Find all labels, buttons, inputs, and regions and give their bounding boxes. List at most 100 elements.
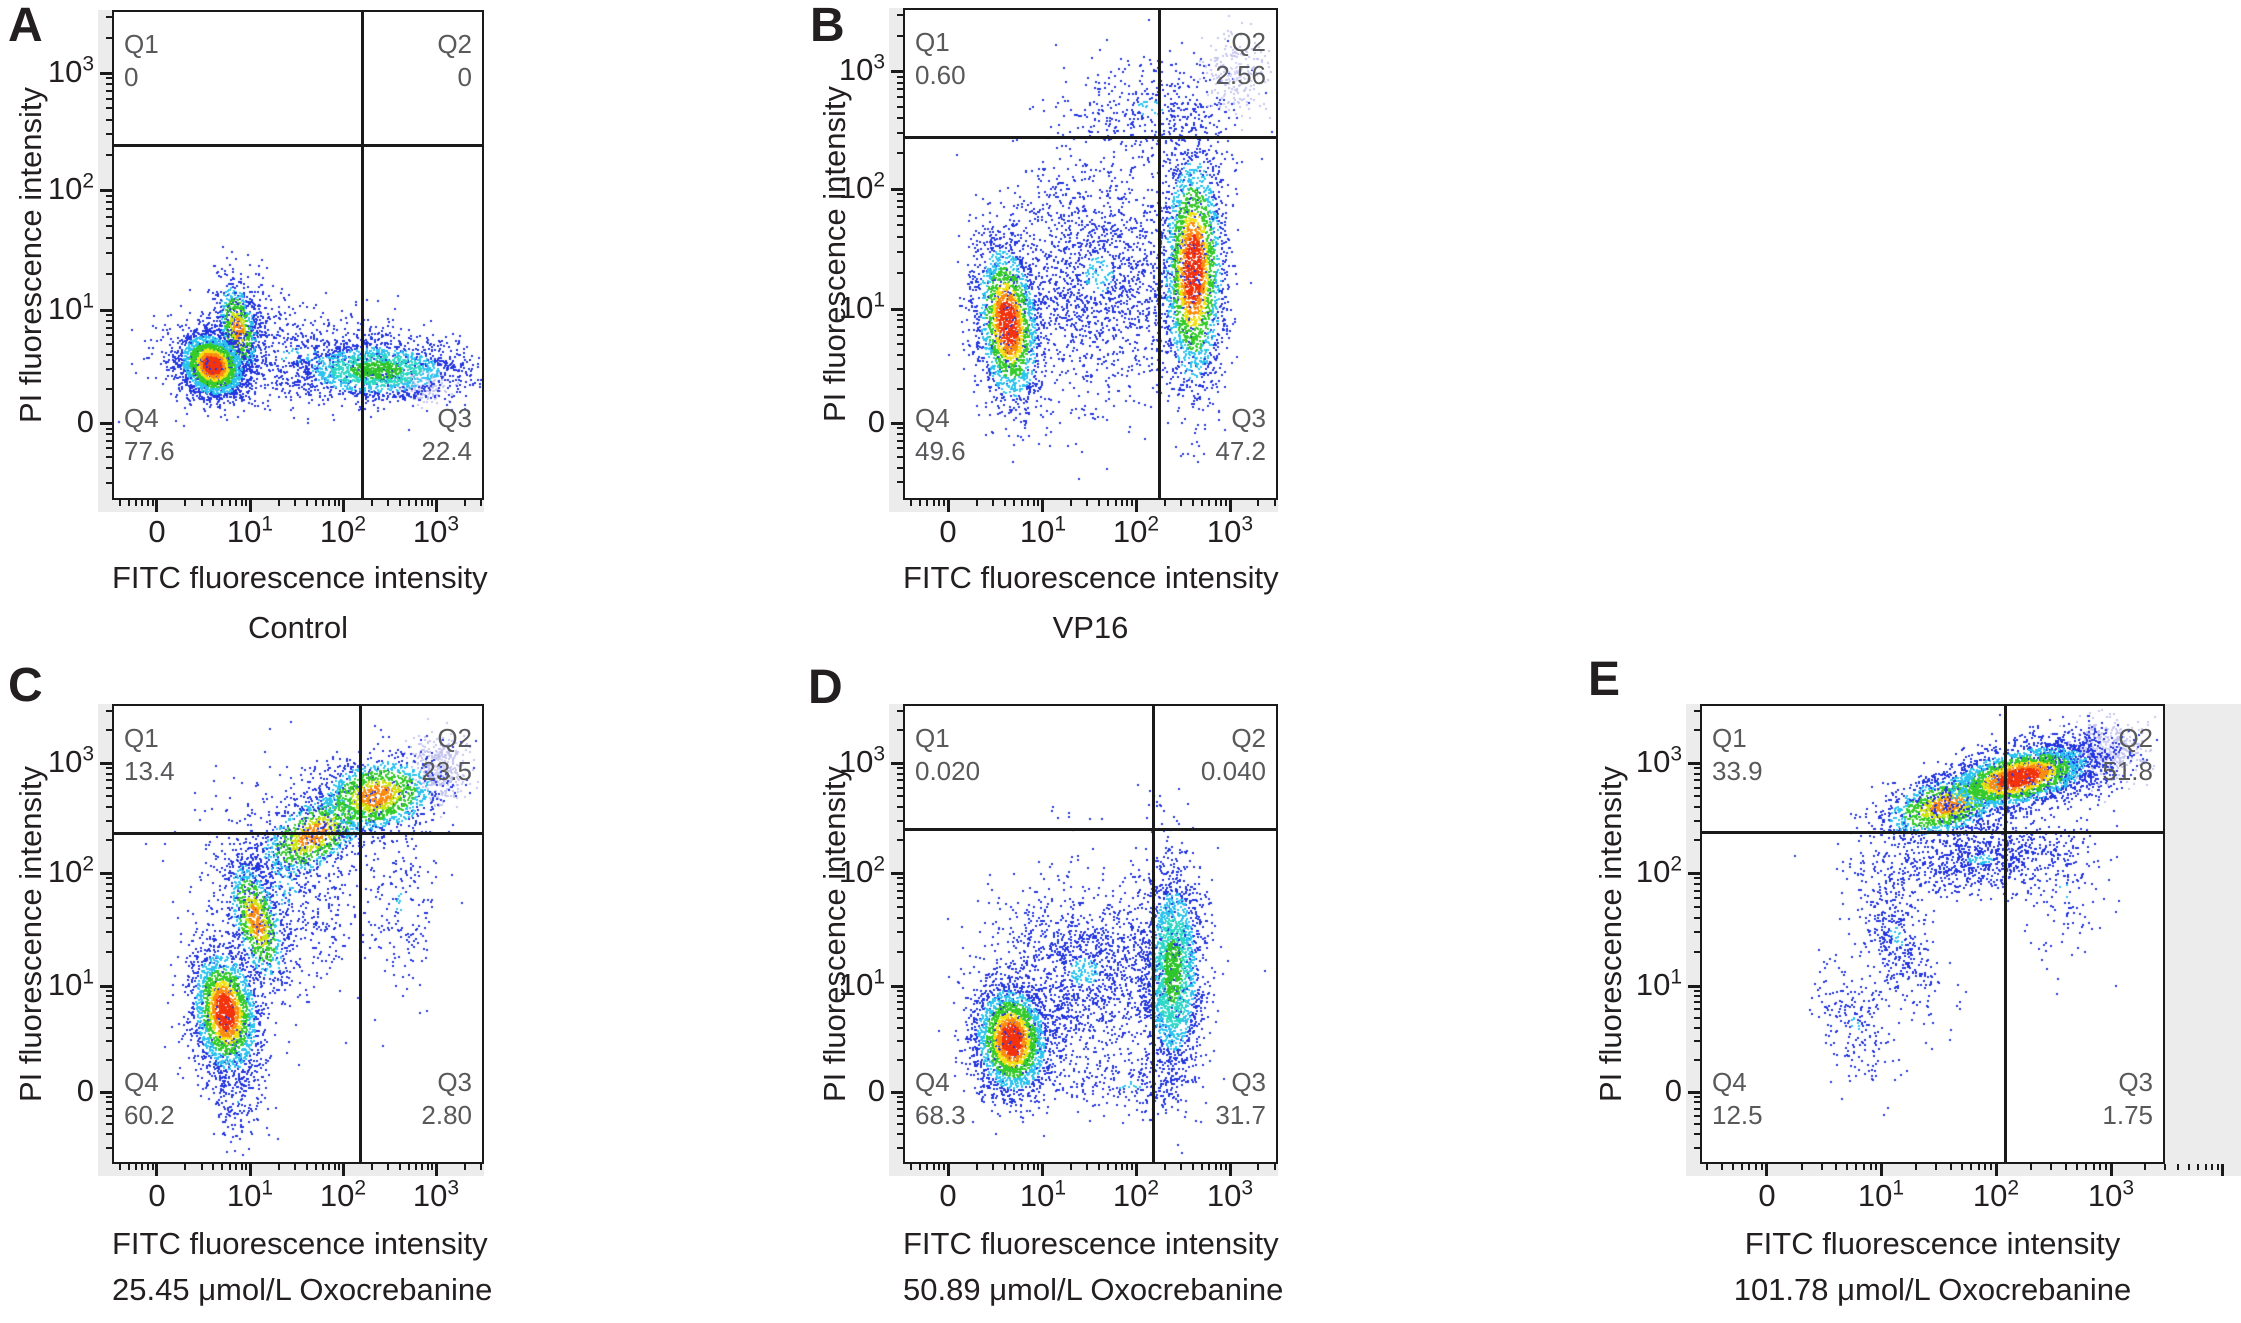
- quadrant-stat-q3: Q3 1.75: [2102, 1066, 2153, 1132]
- x-axis-minor-tick: [2164, 1164, 2166, 1170]
- x-axis-minor-tick: [1033, 1164, 1035, 1170]
- y-axis-minor-tick: [106, 820, 112, 822]
- x-axis-minor-tick: [2050, 1164, 2052, 1170]
- y-axis-minor-tick: [106, 951, 112, 953]
- x-axis-tick-label: 0: [1758, 1178, 1776, 1213]
- y-axis-minor-tick: [106, 428, 112, 430]
- x-axis-minor-tick: [1201, 500, 1203, 506]
- y-axis-minor-tick: [106, 16, 112, 18]
- x-axis-minor-tick: [976, 1164, 978, 1170]
- quadrant-gate-horizontal: [1702, 831, 2163, 834]
- x-axis-tick-label: 0: [148, 1178, 166, 1213]
- x-axis-tick-label: 0: [939, 514, 957, 549]
- y-axis-major-tick: [100, 761, 112, 765]
- y-axis-tick-label: 103: [47, 52, 94, 89]
- x-axis-minor-tick: [910, 1164, 912, 1170]
- x-axis-minor-tick: [976, 500, 978, 506]
- quadrant-name: Q2: [437, 723, 472, 753]
- x-axis-minor-tick: [152, 500, 154, 506]
- x-axis-minor-tick: [294, 1164, 296, 1170]
- quadrant-value: 0: [124, 62, 139, 92]
- quadrant-stat-q1: Q1 0.60: [915, 26, 966, 92]
- y-axis-tick-label: 102: [47, 852, 94, 889]
- x-axis-minor-tick: [141, 1164, 143, 1170]
- y-axis-minor-tick: [106, 779, 112, 781]
- quadrant-gate-vertical: [359, 706, 362, 1162]
- panel-letter: A: [8, 0, 43, 52]
- quadrant-stat-q4: Q4 68.3: [915, 1066, 966, 1132]
- y-axis-minor-tick: [106, 90, 112, 92]
- x-axis-tick-label: 102: [319, 512, 367, 549]
- x-axis-minor-tick: [919, 500, 921, 506]
- y-axis-minor-tick: [897, 773, 903, 775]
- x-axis-minor-tick: [1835, 1164, 1837, 1170]
- x-axis-minor-tick: [1037, 1164, 1039, 1170]
- y-axis-minor-tick: [897, 117, 903, 119]
- panel-caption: 25.45 μmol/L Oxocrebanine: [112, 1272, 493, 1307]
- x-axis-minor-tick: [119, 1164, 121, 1170]
- quadrant-name: Q4: [1712, 1067, 1747, 1097]
- y-axis-minor-tick: [106, 440, 112, 442]
- y-axis-minor-tick: [106, 273, 112, 275]
- y-axis-minor-tick: [897, 1017, 903, 1019]
- y-axis-tick-label: 103: [1635, 742, 1682, 779]
- quadrant-value: 77.6: [124, 436, 175, 466]
- x-axis-minor-tick: [427, 1164, 429, 1170]
- x-axis-minor-tick: [1741, 1164, 1743, 1170]
- x-axis-title: FITC fluorescence intensity: [112, 1226, 488, 1261]
- quadrant-name: Q1: [124, 29, 159, 59]
- y-axis-minor-tick: [106, 787, 112, 789]
- y-axis-tick-label: 102: [838, 168, 885, 205]
- x-axis-minor-tick: [1215, 1164, 1217, 1170]
- x-axis-tick-label: 101: [1857, 1176, 1905, 1213]
- y-axis-minor-tick: [106, 107, 112, 109]
- x-axis-minor-tick: [1027, 500, 1029, 506]
- y-axis-minor-tick: [1694, 1059, 1700, 1061]
- x-axis-minor-tick: [2188, 1164, 2190, 1170]
- x-axis-major-tick: [249, 500, 252, 512]
- y-axis-minor-tick: [1694, 1001, 1700, 1003]
- x-axis-minor-tick: [1706, 1164, 1708, 1170]
- x-axis-minor-tick: [1855, 1164, 1857, 1170]
- y-axis-minor-tick: [897, 447, 903, 449]
- y-axis-major-tick: [100, 308, 112, 312]
- x-axis-tick-label: 101: [226, 1176, 274, 1213]
- y-axis-tick-label: 101: [47, 289, 94, 326]
- x-axis-minor-tick: [328, 500, 330, 506]
- x-axis-minor-tick: [184, 1164, 186, 1170]
- quadrant-stat-q2: Q2 0.040: [1201, 722, 1266, 788]
- x-axis-major-tick: [1229, 1164, 1232, 1176]
- y-axis-minor-tick: [106, 995, 112, 997]
- x-axis-major-tick: [1041, 1164, 1044, 1176]
- y-axis-minor-tick: [1694, 990, 1700, 992]
- y-axis-minor-tick: [897, 1123, 903, 1125]
- y-axis-minor-tick: [897, 917, 903, 919]
- y-axis-minor-tick: [106, 917, 112, 919]
- x-axis-tick-label: 102: [319, 1176, 367, 1213]
- x-axis-minor-tick: [431, 500, 433, 506]
- y-axis-major-tick: [100, 421, 112, 425]
- x-axis-minor-tick: [1126, 1164, 1128, 1170]
- x-axis-minor-tick: [2076, 1164, 2078, 1170]
- y-axis-tick-label: 103: [838, 50, 885, 87]
- y-axis-minor-tick: [106, 98, 112, 100]
- y-axis-minor-tick: [106, 314, 112, 316]
- x-axis-minor-tick: [294, 500, 296, 506]
- x-axis-title: FITC fluorescence intensity: [112, 560, 488, 595]
- quadrant-value: 51.8: [2102, 756, 2153, 786]
- quadrant-name: Q2: [437, 29, 472, 59]
- y-axis-minor-tick: [1694, 710, 1700, 712]
- scatter-density-canvas: [114, 706, 482, 1162]
- x-axis-minor-tick: [421, 1164, 423, 1170]
- y-axis-minor-tick: [897, 314, 903, 316]
- y-axis-minor-tick: [1694, 1147, 1700, 1149]
- y-axis-minor-tick: [897, 1133, 903, 1135]
- x-axis-minor-tick: [2205, 1164, 2207, 1170]
- y-axis-minor-tick: [897, 990, 903, 992]
- x-axis-minor-tick: [2211, 1164, 2213, 1170]
- x-axis-minor-tick: [328, 1164, 330, 1170]
- quadrant-name: Q3: [437, 403, 472, 433]
- x-axis-minor-tick: [399, 500, 401, 506]
- quadrant-stat-q4: Q4 12.5: [1712, 1066, 1763, 1132]
- y-axis-minor-tick: [897, 96, 903, 98]
